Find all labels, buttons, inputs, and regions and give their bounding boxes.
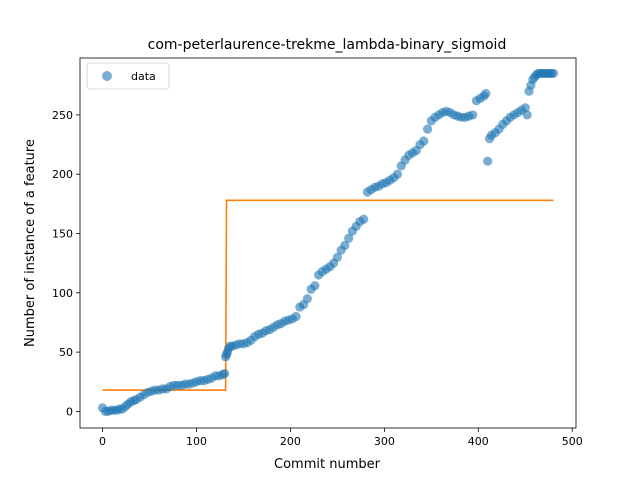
data-point (419, 136, 429, 146)
x-tick-label: 100 (186, 435, 207, 448)
data-point (522, 110, 532, 120)
x-tick-label: 500 (562, 435, 583, 448)
data-point (310, 281, 320, 291)
y-axis-label: Number of instance of a feature (23, 139, 38, 347)
y-tick-label: 250 (52, 109, 73, 122)
data-point (483, 156, 493, 166)
x-axis-ticks: 0 100 200 300 400 500 (99, 428, 583, 448)
data-points-layer (97, 68, 559, 416)
chart-title: com-peterlaurence-trekme_lambda-binary_s… (148, 37, 507, 53)
x-tick-label: 300 (374, 435, 395, 448)
y-tick-label: 150 (52, 228, 73, 241)
x-tick-label: 0 (99, 435, 106, 448)
legend-marker-data (102, 71, 112, 81)
y-axis-ticks: 0 50 100 150 200 250 (52, 109, 80, 418)
data-point (392, 169, 403, 179)
data-point (422, 124, 433, 134)
y-tick-label: 200 (52, 168, 73, 181)
legend: data (86, 62, 170, 90)
x-tick-label: 200 (280, 435, 301, 448)
y-tick-label: 0 (66, 405, 73, 418)
x-tick-label: 400 (468, 435, 489, 448)
data-point (291, 311, 301, 322)
data-point (468, 110, 478, 120)
y-tick-label: 50 (59, 346, 73, 359)
legend-box (86, 62, 170, 90)
data-point (359, 214, 369, 224)
plot-area (79, 57, 577, 429)
x-axis-label: Commit number (274, 457, 381, 472)
data-point (481, 88, 491, 99)
data-point (548, 68, 559, 79)
data-point (520, 103, 530, 113)
data-point (340, 240, 350, 250)
data-point (220, 368, 230, 379)
data-point (344, 233, 354, 243)
data-point (302, 294, 312, 304)
data-point (332, 252, 342, 262)
y-tick-label: 100 (52, 287, 73, 300)
legend-label-data: data (131, 70, 156, 83)
